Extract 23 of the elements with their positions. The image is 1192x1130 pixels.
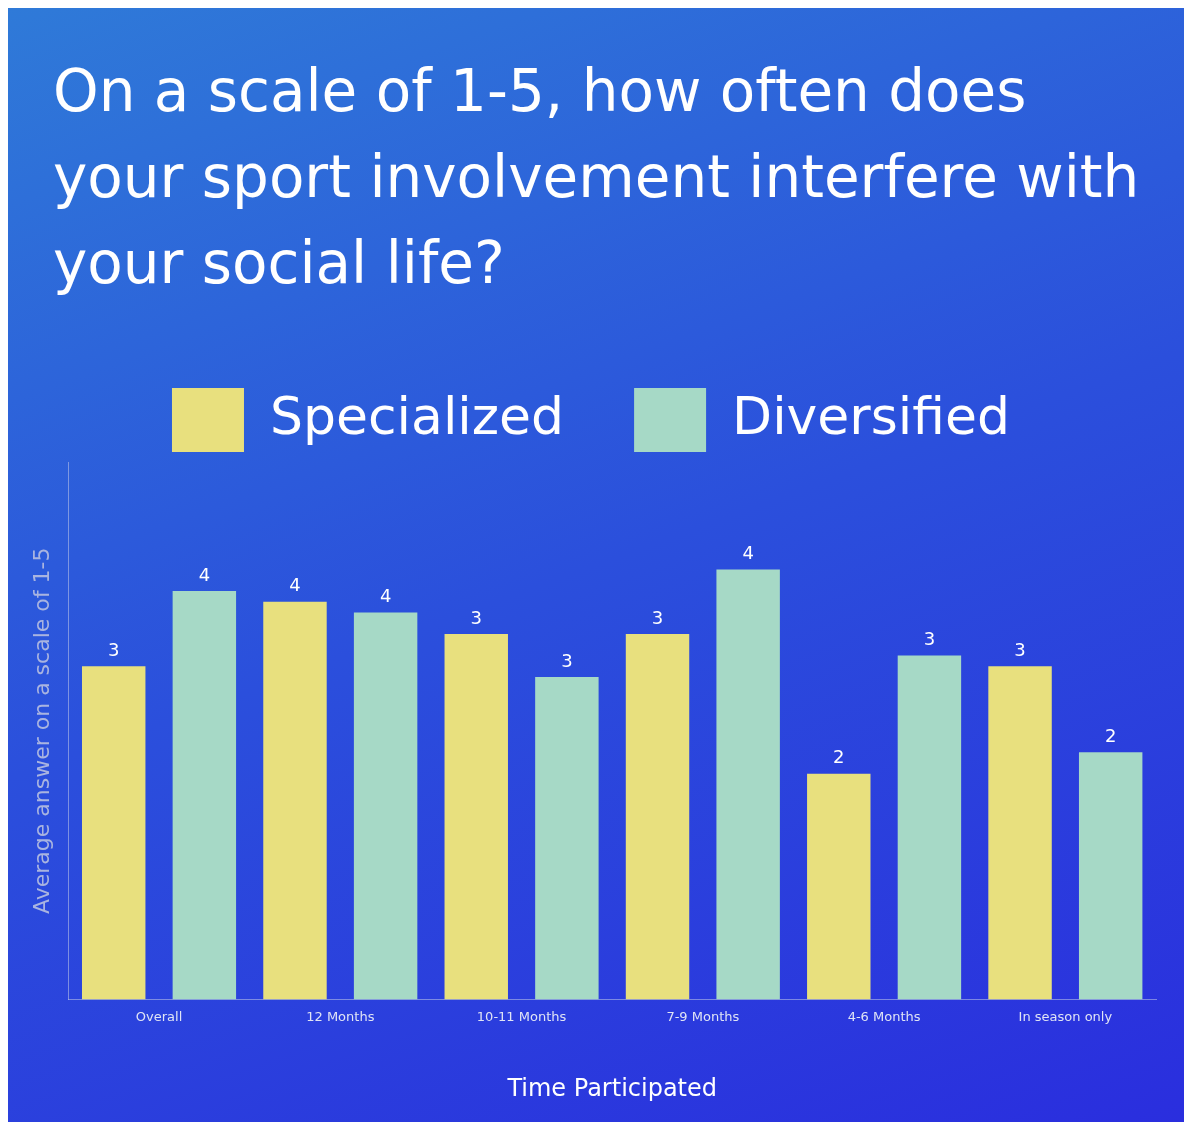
- x-axis-title: Time Participated: [506, 1073, 718, 1102]
- data-label: 2: [1104, 724, 1117, 746]
- data-label: 3: [1014, 638, 1026, 660]
- data-label: 4: [379, 585, 392, 607]
- x-tick-label: 10-11 Months: [476, 1008, 567, 1024]
- legend-label: Diversified: [732, 385, 1011, 446]
- data-label: 3: [107, 638, 120, 660]
- chart-title: On a scale of 1-5, how often does your sport involvement interfere with your social life?: [52, 56, 1141, 299]
- data-label: 4: [742, 542, 754, 564]
- x-tick-label: 7-9 Months: [666, 1008, 740, 1024]
- data-label: 4: [289, 574, 301, 596]
- data-label: 3: [651, 606, 664, 628]
- x-tick-label: In season only: [1018, 1008, 1113, 1024]
- data-label: 2: [833, 746, 845, 768]
- y-axis-title: Average answer on a scale of 1-5: [28, 547, 54, 915]
- x-tick-label: 4-6 Months: [847, 1008, 921, 1024]
- data-label: 3: [923, 628, 936, 650]
- x-tick-label: Overall: [135, 1008, 183, 1024]
- x-tick-label: 12 Months: [306, 1008, 375, 1024]
- data-label: 3: [561, 649, 573, 671]
- data-label: 3: [470, 606, 482, 628]
- data-label: 4: [198, 563, 211, 585]
- legend-label: Specialized: [269, 385, 565, 446]
